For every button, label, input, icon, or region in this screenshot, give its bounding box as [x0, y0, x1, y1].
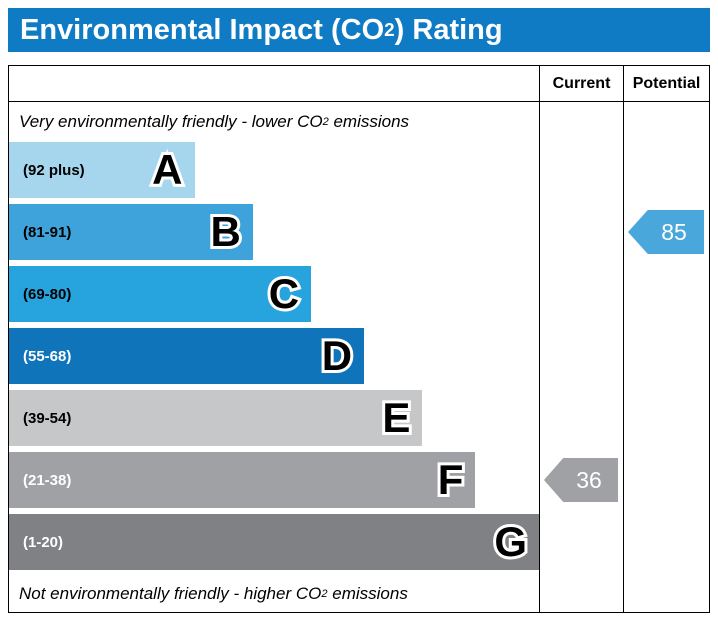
band-row-b: (81-91) B: [9, 204, 539, 266]
band-range-label: (69-80): [23, 285, 72, 303]
header-spacer: [9, 66, 539, 102]
current-rating-value: 36: [576, 466, 602, 493]
page-title-text-end: ) Rating: [394, 13, 503, 46]
top-note: Very environmentally friendly - lower CO…: [9, 102, 539, 142]
band-bar-c: (69-80) C: [9, 266, 312, 322]
bands-container: (92 plus) A (81-91) B (69-80) C (55-68) D (39-54…: [9, 142, 539, 576]
band-bar-b: (81-91) B: [9, 204, 253, 260]
top-note-text-end: emissions: [328, 112, 410, 131]
potential-rating-arrow: 85: [628, 210, 704, 254]
top-note-text: Very environmentally friendly - lower CO: [19, 112, 323, 131]
band-range-label: (1-20): [23, 533, 64, 551]
bottom-note: Not environmentally friendly - higher CO…: [9, 576, 539, 612]
current-rating-arrow: 36: [544, 458, 618, 502]
band-range-label: (39-54): [23, 409, 72, 427]
bands-column: Very environmentally friendly - lower CO…: [9, 66, 539, 612]
bands-body: Very environmentally friendly - lower CO…: [9, 102, 539, 612]
band-letter: D: [319, 332, 355, 380]
band-letter: B: [207, 208, 243, 256]
co2-rating-chart: Very environmentally friendly - lower CO…: [8, 65, 710, 613]
current-column: Current 36: [539, 66, 623, 612]
potential-column-header: Potential: [624, 66, 709, 102]
band-bar-e: (39-54) E: [9, 390, 423, 446]
band-letter: C: [266, 270, 302, 318]
potential-column-body: 85: [624, 102, 709, 612]
band-row-a: (92 plus) A: [9, 142, 539, 204]
band-letter: F: [435, 456, 467, 504]
potential-rating-value: 85: [661, 218, 687, 245]
current-column-body: 36: [540, 102, 623, 612]
band-letter: A: [149, 146, 185, 194]
band-bar-a: (92 plus) A: [9, 142, 195, 198]
page-title-text: Environmental Impact (CO: [20, 13, 385, 46]
band-range-label: (92 plus): [23, 161, 85, 179]
band-row-g: (1-20) G: [9, 514, 539, 576]
top-note-subscript: 2: [322, 116, 329, 128]
band-letter: E: [379, 394, 413, 442]
page-title: Environmental Impact (CO 2) Rating: [8, 8, 710, 52]
band-bar-d: (55-68) D: [9, 328, 365, 384]
band-bar-g: (1-20) G: [9, 514, 539, 570]
band-range-label: (81-91): [23, 223, 72, 241]
band-row-c: (69-80) C: [9, 266, 539, 328]
page-title-subscript: 2: [384, 19, 395, 40]
band-range-label: (55-68): [23, 347, 72, 365]
band-row-d: (55-68) D: [9, 328, 539, 390]
band-letter: G: [491, 518, 530, 566]
band-bar-f: (21-38) F: [9, 452, 476, 508]
current-column-header: Current: [540, 66, 623, 102]
bottom-note-text-end: emissions: [327, 584, 408, 603]
bottom-note-text: Not environmentally friendly - higher CO: [19, 584, 322, 603]
band-row-e: (39-54) E: [9, 390, 539, 452]
band-row-f: (21-38) F: [9, 452, 539, 514]
potential-column: Potential 85: [623, 66, 709, 612]
band-range-label: (21-38): [23, 471, 72, 489]
bottom-note-subscript: 2: [321, 588, 328, 600]
